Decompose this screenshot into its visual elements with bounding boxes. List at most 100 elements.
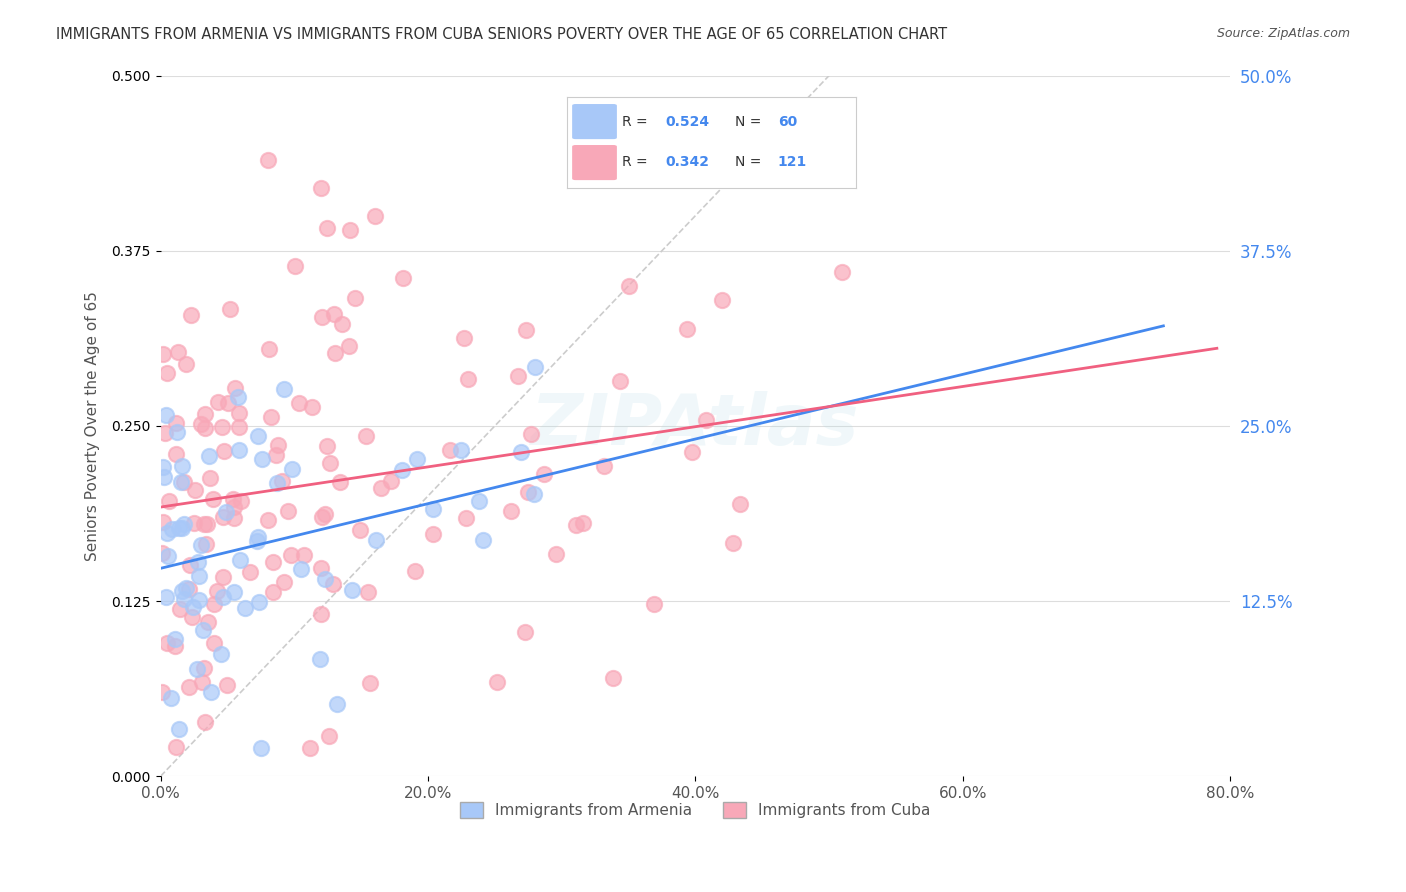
Point [284, 260, 307, 274]
Point [457, 372, 479, 386]
Point [326, 697, 349, 711]
Text: ZIPAtlas: ZIPAtlas [531, 392, 859, 460]
Point [191, 624, 214, 638]
Point [173, 475, 195, 489]
Point [218, 301, 240, 316]
Point [190, 417, 212, 431]
Point [330, 317, 353, 331]
Point [609, 374, 631, 388]
Point [340, 583, 363, 598]
Point [159, 691, 181, 706]
Point [391, 463, 413, 477]
Point [247, 530, 270, 544]
Point [209, 647, 232, 661]
Point [262, 555, 284, 569]
Point [318, 729, 340, 743]
Point [150, 546, 173, 560]
Point [510, 444, 533, 458]
Point [188, 593, 211, 607]
Point [190, 538, 212, 552]
Point [325, 346, 347, 360]
Point [167, 521, 190, 535]
Point [155, 408, 177, 422]
Point [831, 265, 853, 279]
Point [309, 652, 332, 666]
Point [524, 360, 547, 375]
Point [519, 427, 541, 442]
Point [229, 553, 252, 567]
Point [392, 270, 415, 285]
Point [156, 636, 179, 650]
Point [273, 382, 295, 396]
Point [280, 548, 302, 562]
Point [257, 513, 280, 527]
Point [169, 475, 191, 489]
Point [404, 565, 426, 579]
Point [177, 582, 200, 596]
Point [233, 601, 256, 615]
Point [172, 459, 194, 474]
Point [544, 548, 567, 562]
Point [217, 396, 239, 410]
Point [572, 516, 595, 530]
Point [277, 504, 299, 518]
Point [211, 570, 233, 584]
Point [728, 497, 751, 511]
Point [359, 675, 381, 690]
Point [204, 636, 226, 650]
Point [184, 483, 207, 497]
Point [172, 521, 194, 535]
Point [364, 533, 387, 547]
Point [202, 597, 225, 611]
Point [165, 447, 187, 461]
Legend: Immigrants from Armenia, Immigrants from Cuba: Immigrants from Armenia, Immigrants from… [454, 797, 936, 824]
Point [165, 740, 187, 755]
Point [215, 505, 238, 519]
Point [250, 451, 273, 466]
Point [169, 602, 191, 616]
Point [153, 470, 176, 484]
Point [246, 534, 269, 549]
Point [155, 591, 177, 605]
Point [259, 342, 281, 356]
Point [166, 425, 188, 439]
Point [316, 439, 339, 453]
Point [422, 501, 444, 516]
Point [224, 382, 246, 396]
Point [260, 410, 283, 425]
Point [256, 153, 278, 167]
Point [181, 600, 204, 615]
Point [194, 407, 217, 421]
Point [165, 417, 187, 431]
Point [356, 429, 378, 443]
Point [676, 322, 699, 336]
Point [166, 345, 188, 359]
Point [215, 678, 238, 692]
Point [453, 331, 475, 345]
Point [319, 456, 342, 470]
Point [163, 632, 186, 646]
Point [357, 584, 380, 599]
Point [533, 467, 555, 482]
Point [228, 406, 250, 420]
Point [197, 615, 219, 629]
Point [515, 323, 537, 337]
Point [152, 346, 174, 360]
Point [564, 517, 586, 532]
Point [226, 390, 249, 404]
Point [309, 607, 332, 621]
Point [311, 510, 333, 524]
Point [191, 675, 214, 690]
Point [617, 278, 640, 293]
Point [174, 581, 197, 595]
Point [229, 493, 252, 508]
Point [200, 685, 222, 699]
Point [222, 585, 245, 599]
Point [643, 597, 665, 611]
Point [456, 510, 478, 524]
Point [328, 475, 350, 489]
Point [239, 565, 262, 579]
Point [194, 714, 217, 729]
Point [180, 308, 202, 322]
Point [301, 400, 323, 414]
